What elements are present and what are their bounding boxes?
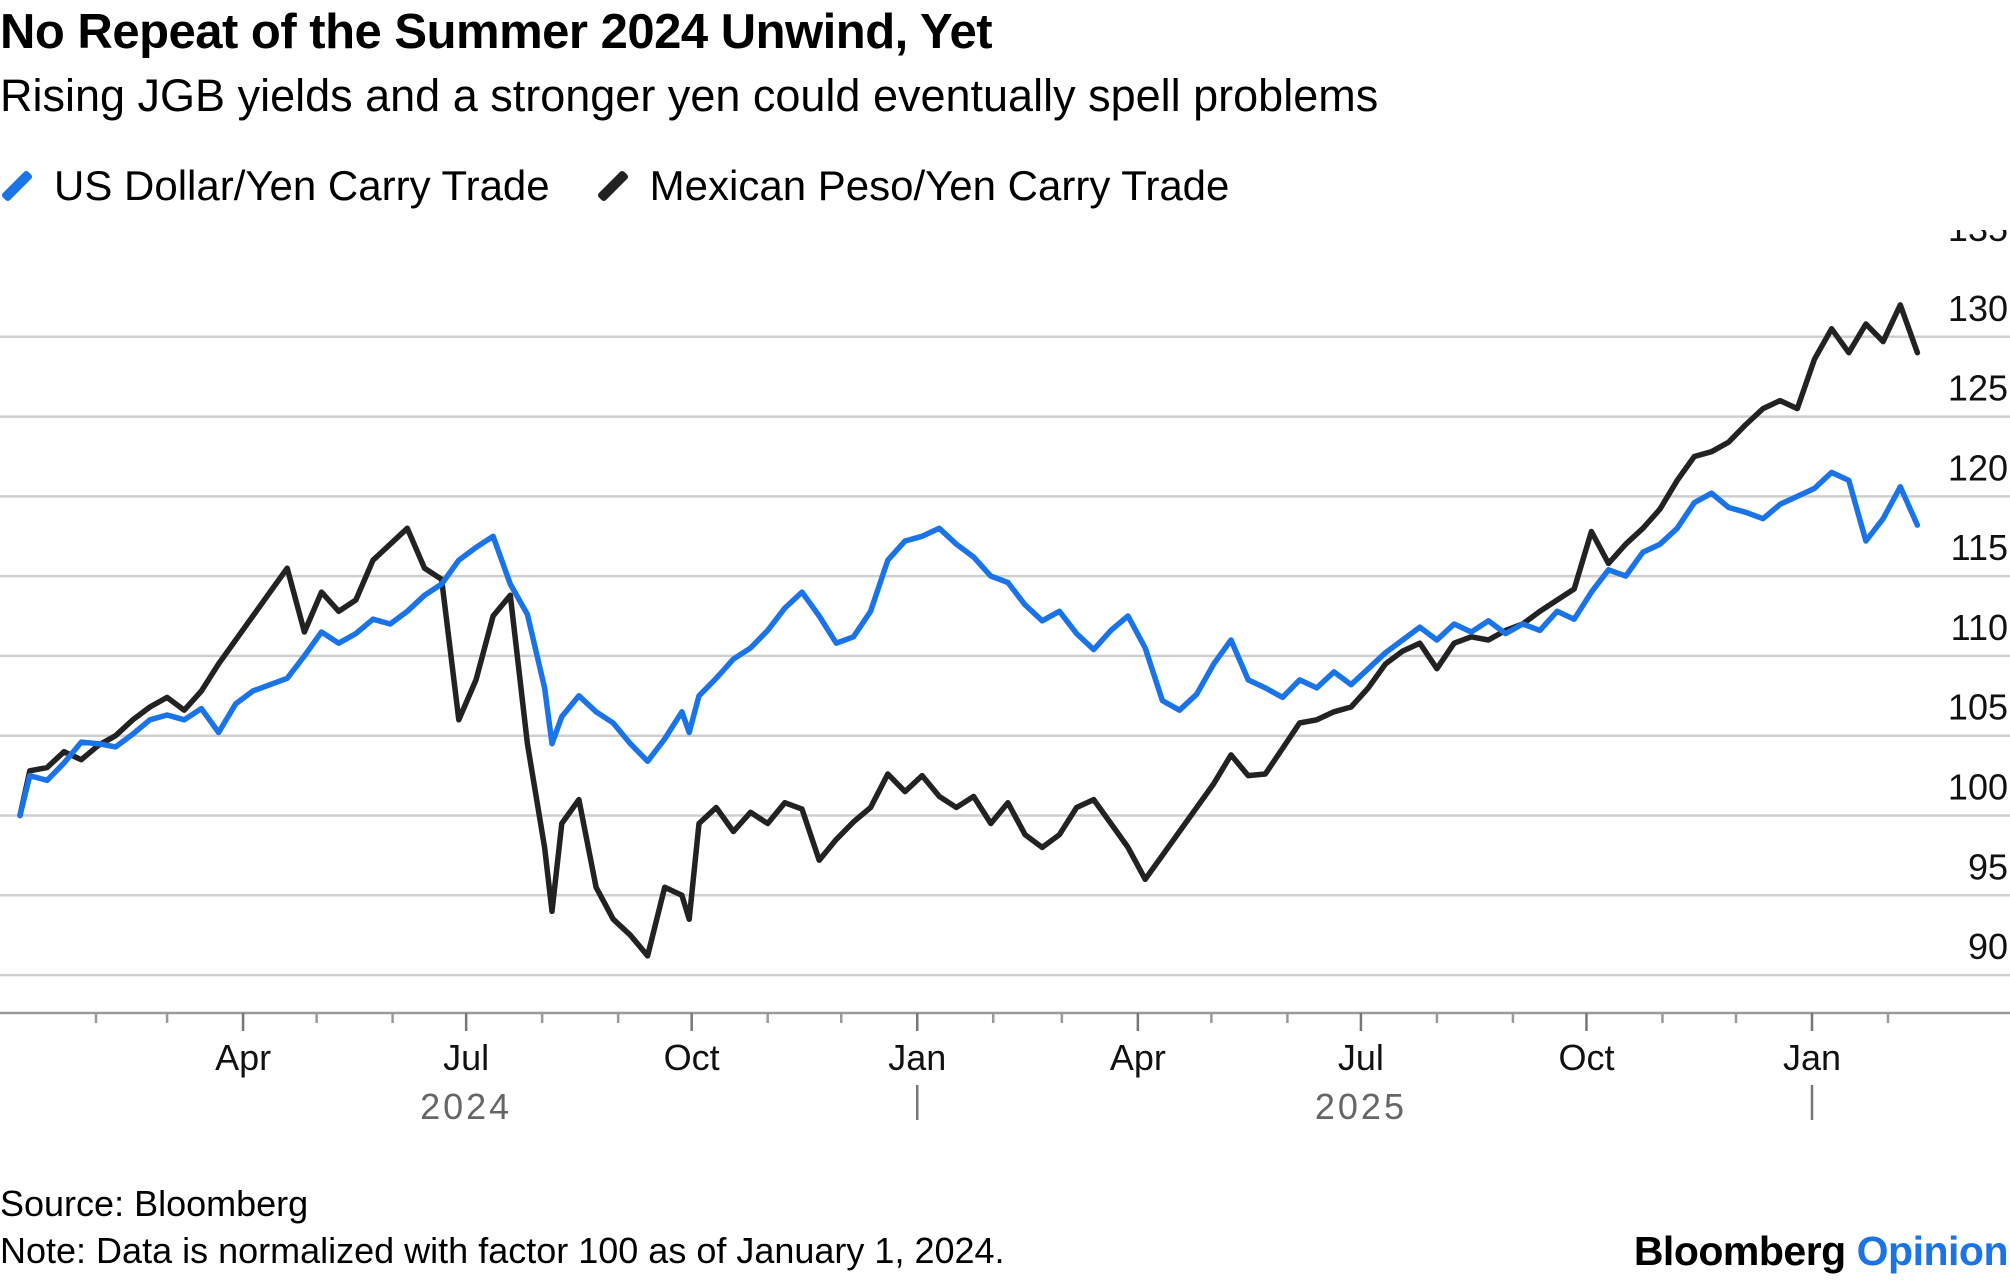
y-tick-label-100: 100 <box>1948 767 2008 808</box>
x-year-label-2024: 2024 <box>420 1086 512 1127</box>
legend: US Dollar/Yen Carry Trade Mexican Peso/Y… <box>0 160 1275 212</box>
y-tick-label-125: 125 <box>1948 368 2008 409</box>
x-year-label-2025: 2025 <box>1315 1086 1407 1127</box>
y-tick-label-135: 135 <box>1948 230 2008 249</box>
source-text: Source: Bloomberg <box>0 1183 309 1224</box>
series-line-usd-jpy <box>17 469 1921 819</box>
x-tick-label-oct: Oct <box>1558 1037 1614 1078</box>
x-tick-label-jul: Jul <box>443 1037 489 1078</box>
x-tick-label-apr: Apr <box>1110 1037 1166 1078</box>
legend-item-usd-jpy: US Dollar/Yen Carry Trade <box>0 162 550 210</box>
legend-item-mxn-jpy: Mexican Peso/Yen Carry Trade <box>596 162 1230 210</box>
legend-swatch-mxn-jpy <box>596 169 629 203</box>
y-axis-tick-labels: 90 95 100 105 110 115 120 125 130 135 <box>1948 230 2008 967</box>
x-tick-label-jan: Jan <box>1783 1037 1841 1078</box>
y-tick-label-95: 95 <box>1968 846 2008 887</box>
chart-title: No Repeat of the Summer 2024 Unwind, Yet <box>0 5 993 59</box>
chart-subtitle: Rising JGB yields and a stronger yen cou… <box>0 70 1379 121</box>
series-line-mxn-jpy <box>17 302 1921 959</box>
note-text: Note: Data is normalized with factor 100… <box>0 1230 1005 1271</box>
y-tick-label-120: 120 <box>1948 447 2008 488</box>
y-tick-label-105: 105 <box>1948 687 2008 728</box>
x-axis: Apr Jul Oct Jan Apr Jul Oct Jan 2024 2025 <box>0 1011 2010 1127</box>
brand-accent: Opinion <box>1856 1228 2009 1274</box>
series-lines <box>17 302 1921 959</box>
line-chart: 90 95 100 105 110 115 120 125 130 135 Apr Jul Oct Ja… <box>0 230 2010 1127</box>
y-tick-label-115: 115 <box>1951 527 2008 568</box>
x-tick-label-oct: Oct <box>664 1037 720 1078</box>
gridlines <box>0 335 2010 977</box>
legend-label-mxn-jpy: Mexican Peso/Yen Carry Trade <box>649 162 1230 209</box>
brand-logo: Bloomberg Opinion <box>1633 1228 2009 1275</box>
x-tick-label-jan: Jan <box>888 1037 946 1078</box>
x-tick-label-apr: Apr <box>215 1037 271 1078</box>
legend-swatch-usd-jpy <box>0 169 34 203</box>
brand-name: Bloomberg <box>1633 1228 1846 1274</box>
y-tick-label-130: 130 <box>1948 288 2008 329</box>
legend-label-usd-jpy: US Dollar/Yen Carry Trade <box>54 162 550 209</box>
x-tick-label-jul: Jul <box>1338 1037 1384 1078</box>
y-tick-label-110: 110 <box>1951 607 2008 648</box>
y-tick-label-90: 90 <box>1968 926 2008 967</box>
